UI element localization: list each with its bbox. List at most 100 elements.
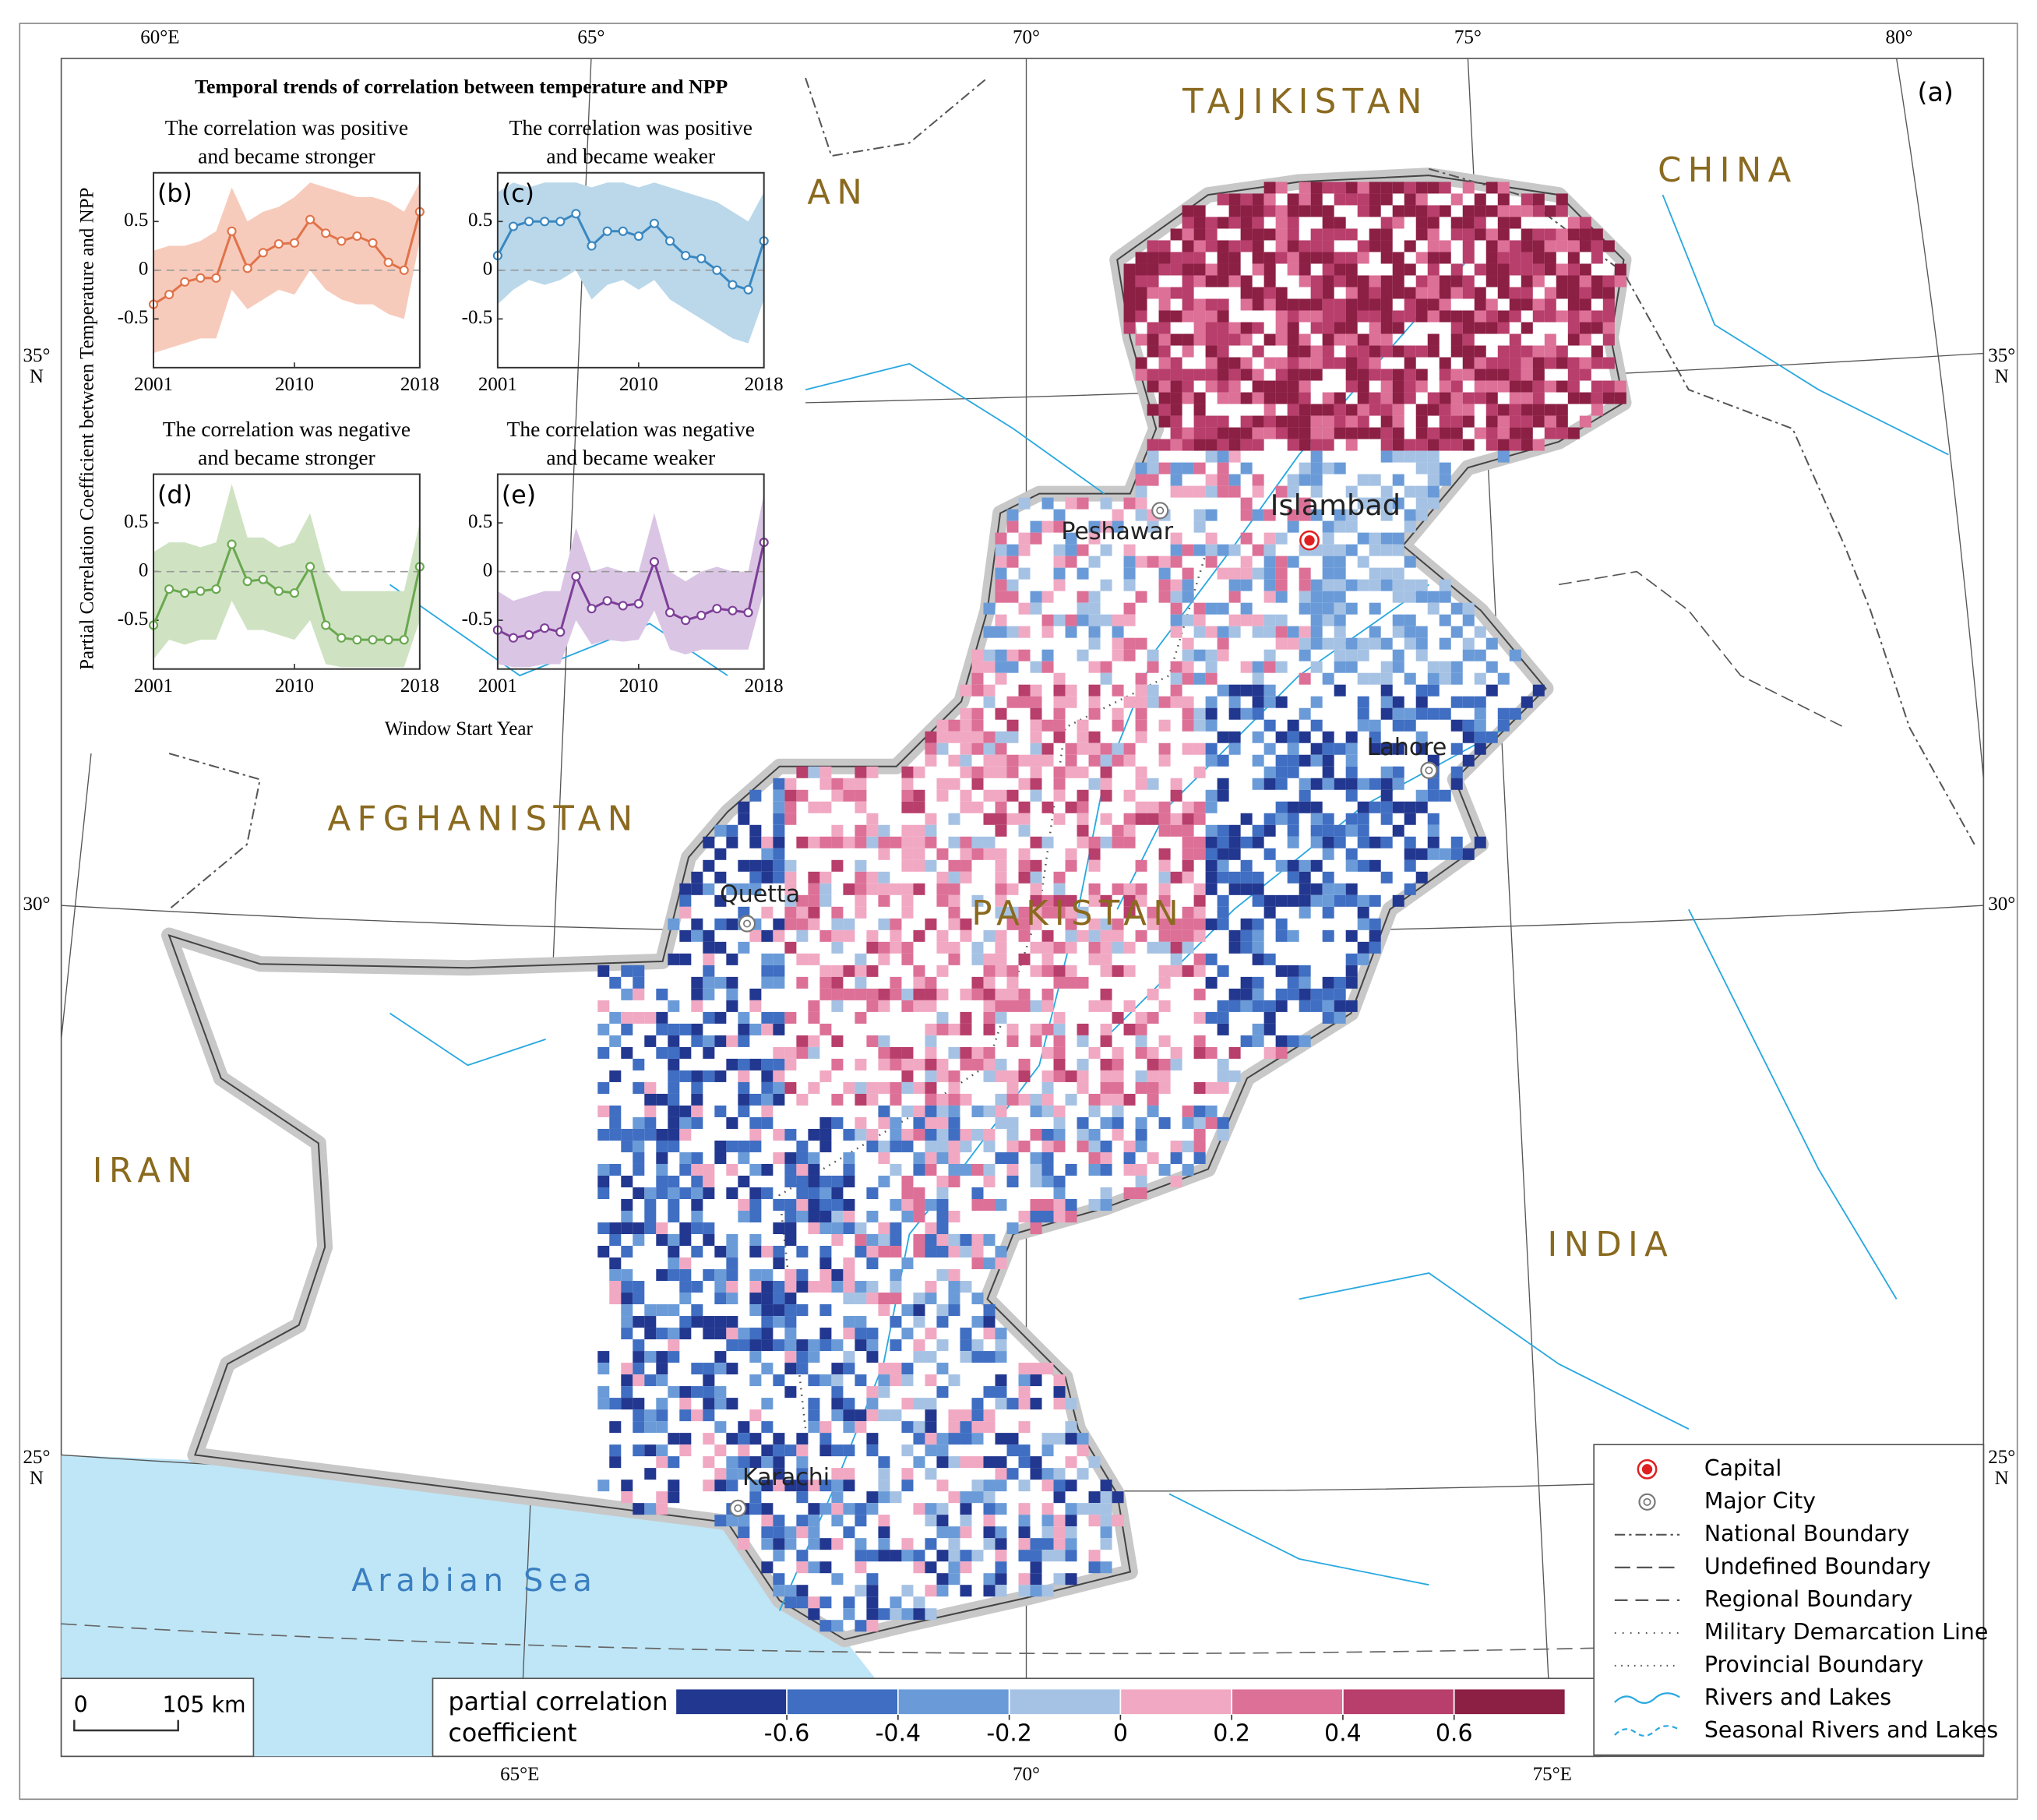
raster-cell [1252, 217, 1264, 229]
raster-cell [1299, 637, 1311, 650]
raster-cell [1158, 345, 1171, 358]
x-tick-label: 2001 [134, 675, 173, 697]
raster-cell [1369, 918, 1381, 930]
raster-cell [656, 1328, 668, 1340]
raster-cell [1228, 871, 1241, 884]
raster-cell [644, 1035, 657, 1047]
raster-cell [621, 1198, 633, 1211]
raster-cell [1240, 941, 1253, 954]
raster-cell [1100, 789, 1112, 802]
raster-cell [1462, 602, 1475, 615]
river [1168, 1493, 1429, 1586]
raster-cell [1322, 544, 1334, 556]
raster-cell [1135, 591, 1147, 603]
raster-cell [971, 894, 984, 907]
raster-cell [773, 929, 785, 942]
y-tick-label: -0.5 [462, 307, 493, 328]
raster-cell [1030, 1175, 1042, 1187]
raster-cell [925, 1515, 937, 1527]
raster-cell [1439, 672, 1451, 685]
raster-cell [749, 1281, 762, 1293]
raster-cell [1415, 649, 1428, 661]
raster-cell [761, 1515, 774, 1527]
raster-cell [784, 1058, 797, 1070]
raster-cell [1380, 275, 1393, 287]
raster-cell [1088, 520, 1101, 533]
raster-cell [1123, 742, 1136, 755]
raster-cell [1392, 404, 1404, 416]
raster-cell [1369, 404, 1381, 416]
raster-cell [1404, 672, 1416, 685]
raster-cell [703, 1386, 715, 1399]
raster-cell [831, 976, 844, 989]
raster-cell [1263, 193, 1276, 206]
raster-cell [1088, 532, 1101, 545]
raster-cell [1065, 532, 1077, 545]
raster-cell [1310, 485, 1323, 498]
raster-cell [1158, 287, 1171, 299]
raster-cell [679, 953, 692, 965]
raster-cell [1450, 848, 1463, 860]
raster-cell [1287, 719, 1299, 732]
raster-cell [738, 1140, 750, 1152]
raster-cell [995, 567, 1007, 580]
raster-cell [1217, 439, 1229, 451]
raster-cell [1474, 427, 1486, 439]
raster-cell [1170, 871, 1182, 884]
raster-cell [1112, 1116, 1124, 1129]
raster-cell [644, 1011, 657, 1024]
raster-cell [1205, 380, 1218, 393]
raster-cell [796, 789, 809, 802]
raster-cell [1112, 1058, 1124, 1070]
raster-cell [983, 1386, 996, 1399]
raster-cell [1252, 263, 1264, 276]
raster-cell [1030, 766, 1042, 778]
raster-cell [1135, 1011, 1147, 1024]
raster-cell [1170, 591, 1182, 603]
raster-cell [1369, 894, 1381, 907]
raster-cell [691, 1116, 703, 1129]
raster-cell [633, 1281, 645, 1293]
raster-cell [1170, 965, 1182, 977]
raster-cell [1205, 322, 1218, 334]
raster-cell [1369, 474, 1381, 486]
raster-cell [913, 1187, 925, 1199]
raster-cell [1427, 345, 1440, 358]
raster-cell [948, 1246, 960, 1258]
raster-cell [855, 1538, 867, 1550]
colorbar-tick-label: 0.2 [1213, 1719, 1250, 1747]
raster-cell [761, 1163, 774, 1176]
raster-cell [1030, 1152, 1042, 1164]
panel-title: The correlation was positive [165, 115, 408, 139]
raster-cell [1041, 1000, 1054, 1012]
raster-cell [1474, 392, 1486, 404]
raster-cell [773, 1456, 785, 1469]
raster-cell [995, 859, 1007, 872]
raster-cell [1334, 217, 1346, 229]
raster-cell [995, 766, 1007, 778]
raster-cell [855, 789, 867, 802]
raster-cell [1147, 918, 1159, 930]
data-point [618, 601, 628, 611]
raster-cell [1579, 333, 1591, 346]
raster-cell [1053, 1105, 1066, 1117]
raster-cell [1088, 602, 1101, 615]
raster-cell [878, 848, 890, 860]
raster-cell [866, 1444, 879, 1457]
raster-cell [1334, 275, 1346, 287]
raster-cell [960, 1526, 972, 1539]
raster-cell [808, 1281, 820, 1293]
raster-cell [668, 1328, 680, 1340]
data-point [337, 236, 347, 246]
raster-cell [878, 1480, 890, 1492]
raster-cell [1602, 380, 1615, 393]
raster-cell [936, 1222, 949, 1235]
raster-cell [1404, 369, 1416, 381]
raster-cell [890, 976, 902, 989]
raster-cell [1018, 649, 1031, 661]
raster-cell [1299, 906, 1311, 919]
raster-cell [1369, 778, 1381, 790]
inset-title: Temporal trends of correlation between t… [195, 75, 728, 97]
raster [597, 182, 1626, 1632]
raster-cell [1345, 742, 1358, 755]
